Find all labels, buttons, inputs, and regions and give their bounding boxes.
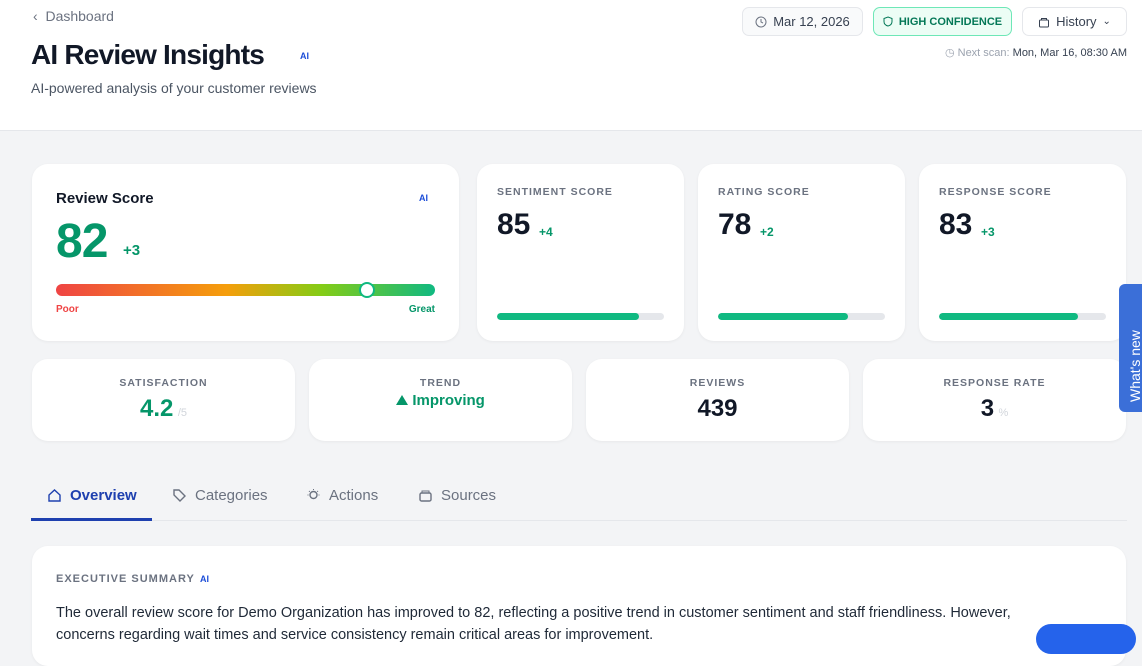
tab-label: Sources: [441, 487, 497, 504]
score-track: [939, 313, 1106, 320]
score-bar: [718, 313, 849, 320]
score-bar: [497, 313, 639, 320]
stat-unit: /5: [177, 407, 187, 419]
summary-card: EXECUTIVE SUMMARY AI The overall review …: [32, 546, 1126, 666]
score: 82: [56, 215, 108, 268]
score-card: RATING SCORE 78 +2: [698, 164, 905, 341]
stat-label: SATISFACTION: [119, 377, 208, 389]
score-value: 83: [939, 208, 973, 241]
stat-value: 4.2: [139, 395, 174, 422]
stat-value: 3: [980, 395, 995, 422]
up-triangle: [396, 395, 409, 405]
ai-badge: AI: [200, 574, 209, 584]
active-tab-indicator: [31, 518, 152, 521]
score-label: SENTIMENT SCORE: [497, 186, 613, 198]
next-scan-value: Mon, Mar 16, 08:30 AM: [1012, 47, 1127, 59]
tab[interactable]: Categories: [172, 487, 268, 504]
stat-value: 439: [697, 395, 738, 422]
stat-label: TREND: [419, 377, 462, 389]
stat-label: RESPONSE RATE: [943, 377, 1046, 389]
tab-label: Overview: [70, 487, 137, 504]
tab[interactable]: Sources: [418, 487, 496, 504]
tab[interactable]: Actions: [306, 487, 378, 504]
date: Mar 12, 2026: [773, 14, 850, 29]
review-score-card: Review Score AI 82 +3 Poor Great: [32, 164, 459, 341]
score-track: [718, 313, 885, 320]
stat-label: REVIEWS: [689, 377, 746, 389]
stat-card: SATISFACTION 4.2 /5: [32, 359, 295, 441]
score-label: RESPONSE SCORE: [939, 186, 1052, 198]
confidence: HIGH CONFIDENCE: [898, 15, 1003, 28]
ai-badge: AI: [300, 51, 309, 61]
db-icon: [419, 490, 432, 502]
gauge-high: Great: [408, 304, 435, 315]
score-change: +3: [981, 225, 995, 239]
history: History: [1056, 14, 1097, 29]
score-change: +3: [123, 242, 141, 259]
side-tab-label: What's new: [1127, 330, 1142, 402]
subtitle: AI-powered analysis of your customer rev…: [31, 80, 317, 96]
stat-card: TREND Improving: [309, 359, 572, 441]
summary-title: EXECUTIVE SUMMARY: [56, 573, 195, 585]
score-label: RATING SCORE: [718, 186, 810, 198]
summary-text: The overall review score for Demo Organi…: [56, 605, 1011, 643]
tab-divider: [31, 520, 1127, 521]
title: AI Review Insights: [31, 39, 265, 70]
back-text: Dashboard: [45, 8, 114, 24]
trend: Improving: [396, 392, 485, 409]
home-icon: [48, 489, 61, 502]
score-value: 85: [497, 208, 531, 241]
stat-unit: %: [998, 407, 1009, 419]
card-title: Review Score: [56, 190, 154, 207]
tab-label: Actions: [329, 487, 379, 504]
score-card: SENTIMENT SCORE 85 +4: [477, 164, 684, 341]
tab[interactable]: Overview: [47, 487, 137, 504]
confidence-badge: HIGH CONFIDENCE: [873, 7, 1012, 36]
shield-icon: [883, 16, 893, 27]
gauge: [56, 282, 435, 298]
gauge-low: Poor: [56, 304, 79, 315]
score-change: +4: [539, 225, 553, 239]
history-icon: [1039, 17, 1050, 27]
history-button[interactable]: History ⌄: [1022, 7, 1127, 36]
date-button[interactable]: Mar 12, 2026: [742, 7, 863, 36]
stat-value: Improving: [412, 392, 485, 409]
header: ‹ Dashboard AI Review Insights AI AI-pow…: [0, 0, 1142, 131]
score-track: [497, 313, 664, 320]
back-link[interactable]: ‹ Dashboard: [33, 8, 114, 24]
score-value: 78: [718, 208, 752, 241]
tab-label: Categories: [195, 487, 268, 504]
bulb-icon: [307, 489, 320, 500]
next-scan: ◷ Next scan: Mon, Mar 16, 08:30 AM: [944, 47, 1127, 59]
score-card: RESPONSE SCORE 83 +3: [919, 164, 1126, 341]
clock-icon: [755, 16, 767, 27]
gauge-marker: [358, 282, 375, 298]
tag-icon: [173, 489, 186, 502]
chat-button[interactable]: [1036, 624, 1136, 654]
score-bar: [939, 313, 1078, 320]
score-change: +2: [760, 225, 774, 239]
stat-card: RESPONSE RATE 3 %: [863, 359, 1126, 441]
ai-badge: AI: [419, 193, 428, 203]
stat-card: REVIEWS 439: [586, 359, 849, 441]
next-scan-label: Next scan:: [957, 47, 1010, 59]
side-tab[interactable]: What's new: [1119, 284, 1142, 412]
